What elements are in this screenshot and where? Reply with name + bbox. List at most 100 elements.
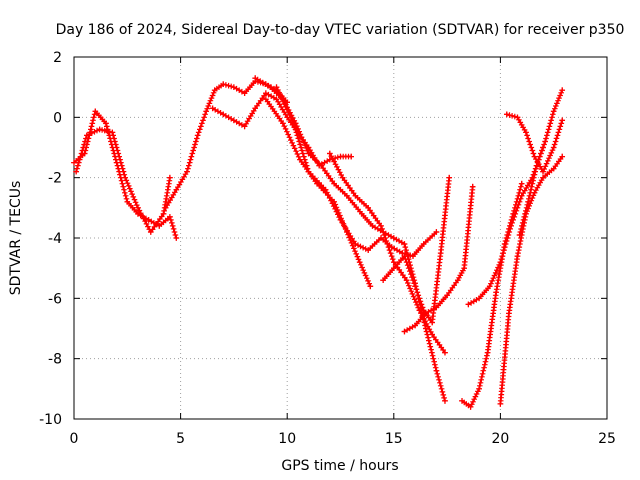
y-tick-label: -6 — [48, 291, 62, 307]
data-point — [92, 108, 99, 115]
data-point — [401, 328, 408, 335]
data-point — [156, 223, 163, 229]
x-tick-label: 5 — [176, 431, 185, 447]
x-tick-label: 15 — [385, 431, 403, 447]
data-point — [359, 211, 365, 217]
y-axis-label: SDTVAR / TECUs — [8, 181, 24, 296]
data-point — [160, 211, 167, 217]
data-point — [109, 129, 116, 136]
data-point — [540, 174, 546, 181]
data-point — [367, 283, 374, 290]
data-point — [380, 277, 386, 284]
series-satellite-track-15 — [503, 111, 566, 175]
data-point — [162, 205, 169, 211]
data-point — [518, 192, 525, 199]
data-point — [410, 253, 416, 259]
data-point — [241, 90, 248, 96]
data-point — [209, 105, 216, 112]
data-point — [352, 241, 359, 247]
data-point — [503, 111, 510, 118]
data-point — [356, 259, 363, 265]
data-point — [476, 386, 482, 392]
series-markers — [273, 84, 440, 259]
data-point — [297, 156, 303, 163]
data-point — [506, 310, 512, 317]
data-point — [429, 331, 435, 338]
series-line — [499, 155, 564, 405]
data-point — [476, 295, 482, 302]
data-point — [444, 292, 450, 299]
data-point — [122, 174, 128, 181]
data-point — [442, 349, 448, 356]
chart-title: Day 186 of 2024, Sidereal Day-to-day VTE… — [56, 22, 625, 38]
data-point — [433, 367, 440, 374]
data-point — [497, 401, 504, 407]
data-point — [145, 217, 152, 223]
data-point — [220, 81, 227, 87]
data-point — [194, 132, 201, 139]
data-point — [83, 132, 90, 139]
x-tick-label: 0 — [70, 431, 79, 447]
data-point — [559, 153, 566, 160]
data-point — [290, 120, 297, 127]
data-point — [231, 84, 237, 90]
data-point — [518, 180, 525, 187]
data-point — [305, 168, 312, 175]
data-point — [516, 232, 523, 238]
data-point — [514, 114, 521, 121]
data-point — [348, 153, 354, 160]
data-point — [327, 150, 333, 157]
data-point — [459, 398, 465, 404]
data-point — [316, 162, 322, 169]
data-point — [263, 90, 269, 96]
data-point — [454, 277, 461, 284]
data-point — [241, 123, 248, 130]
data-point — [446, 174, 453, 181]
data-point — [437, 250, 444, 256]
series-satellite-track-10 — [380, 174, 453, 326]
y-tick-label: -10 — [39, 412, 62, 428]
data-point — [211, 87, 218, 93]
data-point — [184, 168, 190, 175]
data-point — [252, 75, 259, 81]
data-point — [486, 283, 493, 290]
data-point — [365, 247, 372, 253]
data-point — [167, 174, 173, 181]
data-point — [401, 241, 408, 247]
data-point — [420, 241, 427, 247]
data-point — [429, 319, 435, 326]
data-point — [273, 84, 280, 90]
grid — [74, 57, 607, 419]
data-series — [71, 75, 566, 410]
series-line — [505, 113, 564, 173]
data-point — [467, 404, 474, 410]
data-point — [399, 250, 406, 256]
data-point — [391, 259, 397, 265]
series-satellite-track-7 — [273, 84, 440, 259]
data-point — [540, 168, 546, 175]
data-point — [231, 117, 237, 124]
series-satellite-track-8 — [295, 129, 354, 169]
y-tick-label: -4 — [48, 231, 62, 247]
data-point — [220, 111, 227, 118]
series-satellite-track-16 — [516, 87, 566, 238]
data-point — [484, 349, 491, 356]
data-point — [433, 229, 440, 235]
plot-frame — [73, 56, 608, 420]
data-point — [422, 310, 429, 317]
series-satellite-track-2 — [73, 126, 173, 235]
data-point — [514, 253, 521, 259]
x-tick-label: 20 — [491, 431, 509, 447]
data-point — [378, 223, 384, 229]
data-point — [280, 120, 286, 127]
data-point — [391, 235, 397, 241]
data-point — [433, 304, 440, 311]
y-tick-label: -2 — [48, 171, 62, 187]
data-point — [401, 253, 408, 259]
data-point — [352, 192, 359, 199]
axis-ticks: 0 5 10 15 20 25 -10 -8 -6 -4 -2 0 2 — [39, 50, 616, 447]
series-markers — [263, 96, 374, 290]
y-tick-label: -8 — [48, 352, 62, 368]
series-satellite-track-11 — [401, 183, 476, 335]
